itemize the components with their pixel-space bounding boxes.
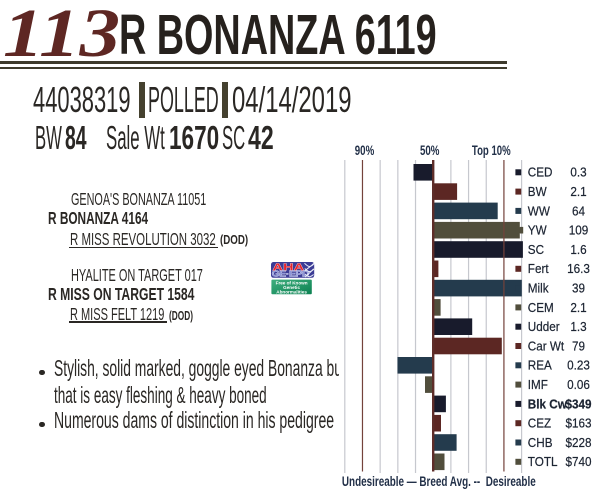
svg-text:CEM: CEM: [527, 300, 553, 315]
svg-text:$349: $349: [565, 397, 591, 412]
svg-text:50%: 50%: [419, 143, 439, 158]
svg-text:Milk: Milk: [527, 281, 549, 296]
svg-text:79: 79: [571, 339, 584, 354]
svg-text:1.3: 1.3: [570, 320, 586, 335]
svg-text:CED: CED: [527, 165, 552, 180]
svg-text:2.1: 2.1: [570, 300, 586, 315]
svg-text:64: 64: [571, 204, 584, 219]
svg-text:CEZ: CEZ: [527, 416, 551, 431]
svg-text:90%: 90%: [354, 143, 374, 158]
svg-text:2.1: 2.1: [570, 184, 586, 199]
svg-text:0.3: 0.3: [570, 165, 586, 180]
svg-text:GE·EPD: GE·EPD: [272, 270, 310, 279]
svg-text:Udder: Udder: [527, 320, 559, 335]
svg-text:Free of Known: Free of Known: [276, 281, 308, 286]
svg-text:16.3: 16.3: [567, 262, 590, 277]
svg-text:WW: WW: [527, 204, 549, 219]
svg-text:Undesireable — Breed Avg. --: Undesireable — Breed Avg. -- Desireable: [341, 473, 535, 489]
svg-text:$163: $163: [565, 416, 591, 431]
svg-text:SC: SC: [527, 242, 543, 257]
svg-text:AHA: AHA: [273, 262, 305, 273]
svg-text:Blk Cw: Blk Cw: [527, 397, 566, 412]
svg-text:$228: $228: [565, 435, 591, 450]
svg-text:0.23: 0.23: [567, 358, 590, 373]
svg-text:Top 10%: Top 10%: [471, 143, 510, 158]
svg-text:$740: $740: [565, 455, 591, 470]
svg-text:39: 39: [571, 281, 584, 296]
svg-text:REA: REA: [527, 358, 552, 373]
svg-text:BW: BW: [527, 184, 546, 199]
svg-text:0.06: 0.06: [567, 377, 590, 392]
svg-text:1.6: 1.6: [570, 242, 586, 257]
svg-text:CHB: CHB: [527, 435, 552, 450]
svg-text:Fert: Fert: [527, 262, 548, 277]
svg-text:109: 109: [568, 223, 588, 238]
svg-text:Abnormalities: Abnormalities: [276, 290, 307, 295]
svg-text:YW: YW: [527, 223, 546, 238]
svg-text:Genetic: Genetic: [283, 285, 300, 290]
svg-text:IMF: IMF: [527, 377, 548, 392]
svg-text:Car Wt: Car Wt: [527, 339, 564, 354]
svg-text:TOTL: TOTL: [527, 455, 557, 470]
